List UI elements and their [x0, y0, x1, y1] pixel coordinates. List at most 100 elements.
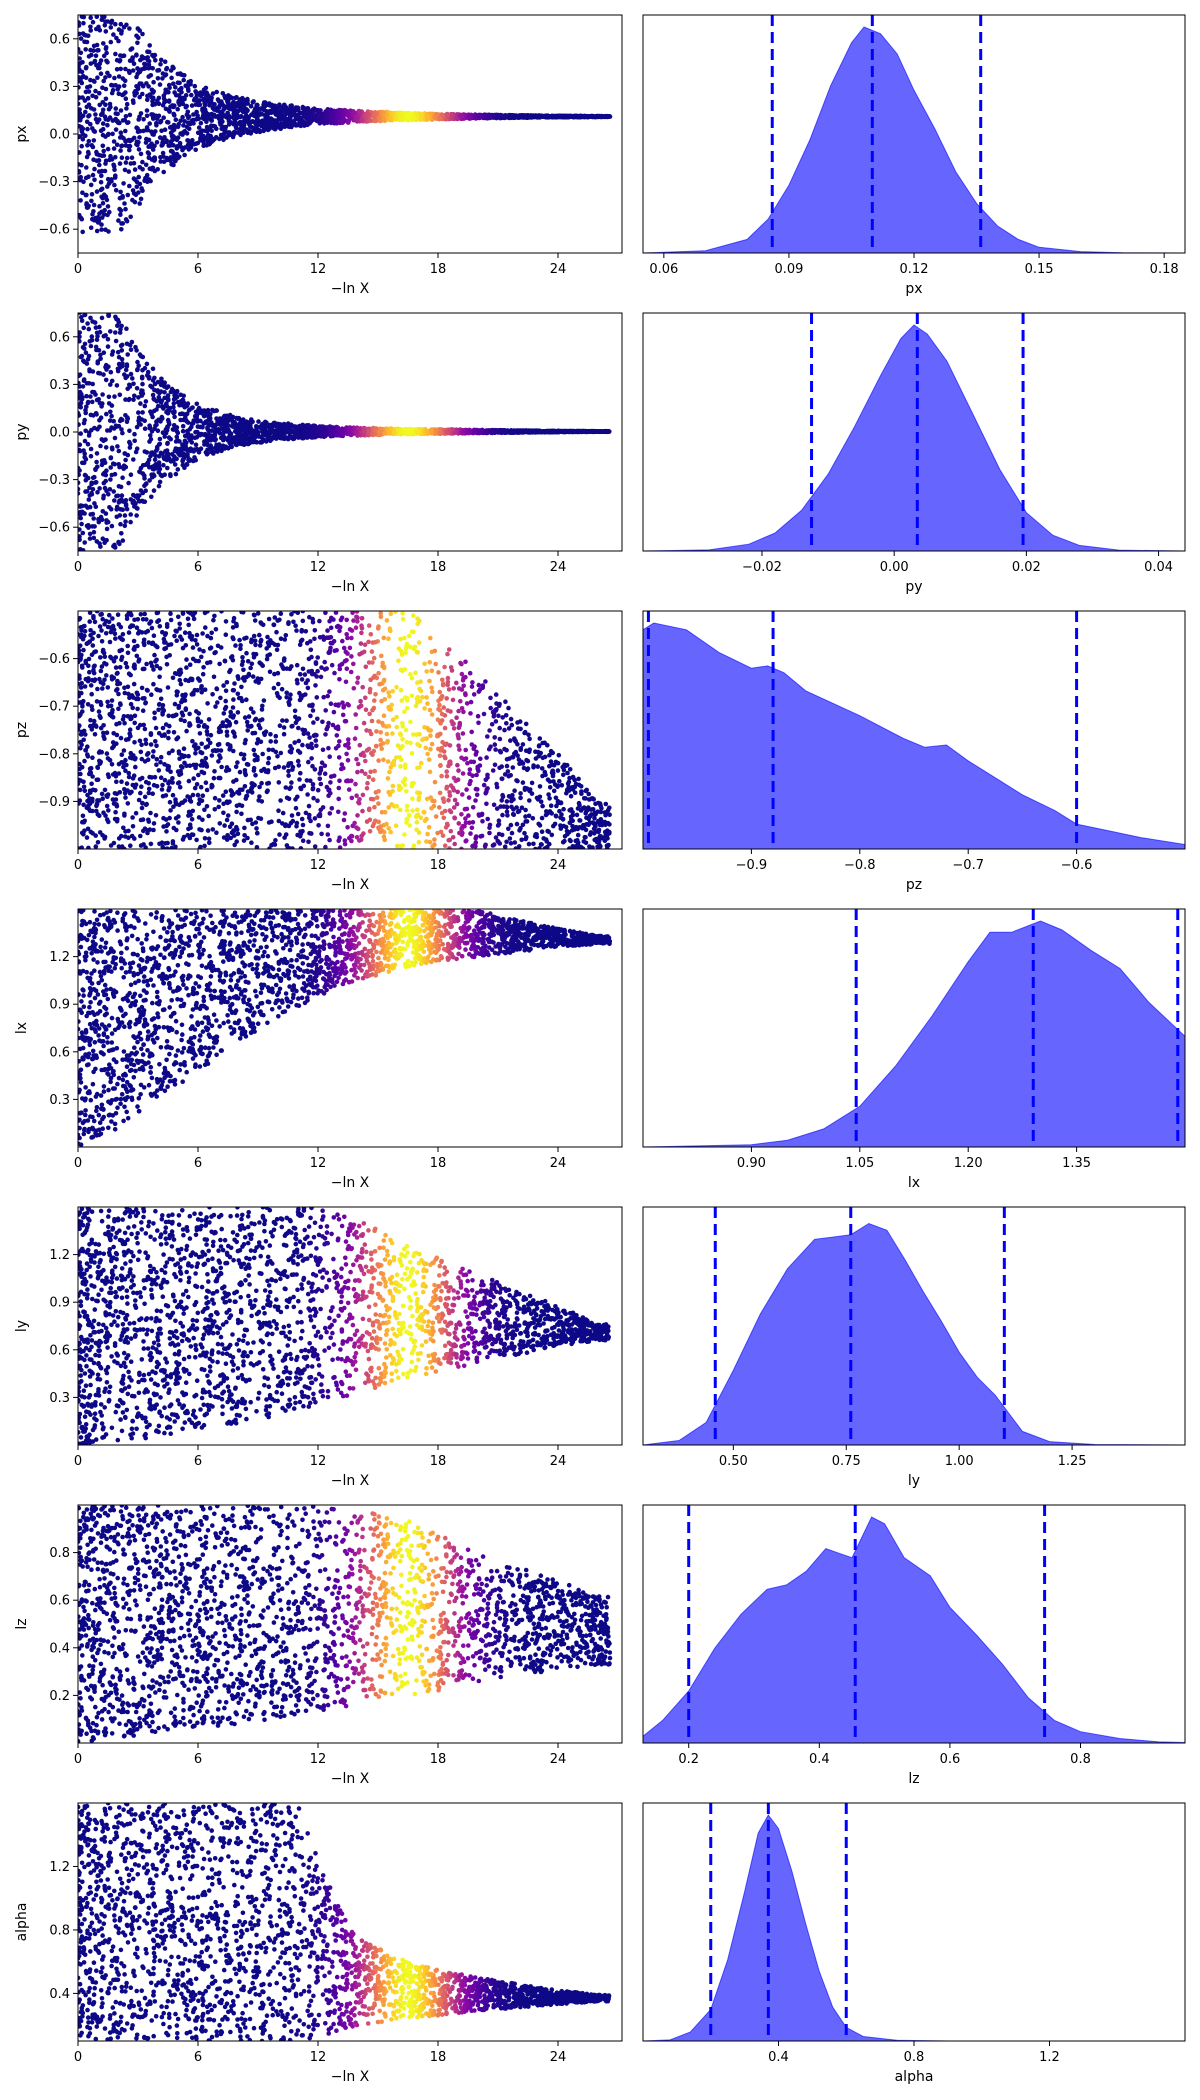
scatter-point: [275, 118, 280, 123]
scatter-point: [180, 457, 186, 462]
scatter-point: [93, 53, 99, 58]
scatter-point: [146, 457, 152, 463]
x-tick-label: 0.15: [1025, 262, 1054, 277]
scatter-point: [114, 142, 120, 148]
scatter-point: [131, 176, 137, 181]
scatter-point: [81, 377, 87, 382]
scatter-point: [159, 376, 164, 382]
scatter-point: [209, 100, 214, 106]
scatter-point: [88, 106, 94, 111]
scatter-point: [106, 181, 112, 186]
scatter-point: [99, 17, 105, 23]
scatter-point: [335, 108, 340, 114]
scatter-point: [90, 389, 95, 395]
scatter-point: [130, 56, 135, 61]
scatter-point: [104, 468, 109, 474]
scatter-point: [101, 148, 106, 154]
scatter-point: [114, 0, 119, 1]
scatter-point: [118, 130, 124, 135]
scatter-point: [264, 424, 269, 430]
scatter-point: [82, 451, 87, 457]
x-tick-label: 0.06: [649, 262, 678, 277]
scatter-point: [134, 446, 140, 452]
scatter-point: [90, 369, 96, 374]
scatter-point: [83, 65, 89, 71]
scatter-point: [88, 315, 93, 321]
scatter-point: [104, 50, 109, 56]
scatter-point: [152, 408, 157, 414]
scatter-point: [150, 392, 156, 398]
scatter-point: [259, 123, 264, 129]
scatter-point: [167, 143, 173, 148]
scatter-point: [334, 117, 339, 123]
scatter-point: [305, 106, 311, 111]
scatter-point: [97, 324, 102, 330]
scatter-point: [178, 417, 183, 423]
scatter-point: [126, 120, 131, 125]
scatter-point: [142, 476, 147, 481]
scatter-point: [128, 441, 133, 447]
scatter-point: [115, 323, 120, 329]
scatter-point: [148, 73, 154, 78]
scatter-point: [116, 448, 122, 454]
scatter-point: [250, 100, 256, 105]
scatter-point: [119, 531, 124, 536]
scatter-point: [103, 511, 109, 516]
scatter-point: [123, 128, 128, 134]
scatter-point: [170, 133, 176, 139]
scatter-point: [155, 68, 160, 73]
scatter-point: [112, 394, 117, 399]
scatter-point: [161, 455, 166, 460]
scatter-point: [197, 410, 203, 416]
scatter-point: [260, 439, 265, 444]
scatter-point: [78, 491, 81, 496]
scatter-point: [128, 47, 133, 52]
scatter-point: [84, 119, 90, 125]
scatter-point: [274, 124, 280, 129]
scatter-point: [78, 442, 83, 447]
scatter-point: [219, 126, 224, 131]
scatter-point: [181, 123, 186, 128]
scatter-point: [182, 96, 187, 102]
scatter-point: [150, 464, 155, 470]
scatter-point: [157, 479, 163, 485]
scatter-point: [135, 367, 140, 372]
scatter-point: [142, 403, 148, 409]
scatter-point: [123, 66, 128, 72]
scatter-point: [269, 423, 275, 428]
scatter-point: [163, 106, 169, 112]
scatter-point: [183, 93, 189, 98]
scatter-point: [140, 159, 145, 165]
scatter-point: [274, 106, 279, 111]
scatter-point: [106, 0, 111, 2]
scatter-point: [221, 103, 226, 108]
scatter-point: [103, 445, 109, 450]
scatter-point: [158, 120, 163, 125]
scatter-point: [171, 65, 176, 71]
scatter-point: [119, 155, 125, 160]
scatter-point: [162, 472, 167, 478]
scatter-point: [194, 416, 200, 422]
scatter-point: [116, 38, 121, 44]
scatter-point: [106, 229, 111, 234]
scatter-point: [347, 116, 353, 122]
scatter-point: [86, 497, 92, 502]
scatter-point: [78, 338, 82, 344]
scatter-point: [557, 113, 562, 119]
scatter-point: [167, 422, 172, 427]
scatter-point: [206, 97, 212, 103]
scatter-point: [168, 472, 173, 477]
scatter-point: [78, 36, 84, 41]
scatter-point: [91, 43, 97, 49]
scatter-point: [116, 9, 121, 14]
scatter-point: [93, 94, 99, 100]
scatter-point: [144, 108, 150, 113]
scatter-point: [130, 376, 135, 381]
scatter-point: [110, 131, 115, 137]
scatter-point: [108, 455, 114, 460]
scatter-point: [323, 430, 329, 436]
scatter-point: [88, 28, 93, 33]
scatter-point: [93, 0, 98, 2]
scatter-point: [182, 465, 187, 471]
y-tick-label: −0.3: [38, 175, 70, 190]
